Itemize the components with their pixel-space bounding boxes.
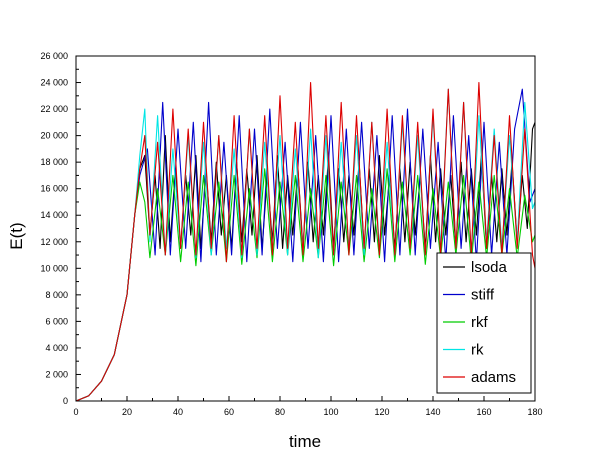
y-tick-label: 20 000 [40,131,68,141]
y-tick-label: 26 000 [40,51,68,61]
y-tick-label: 18 000 [40,157,68,167]
x-tick-label: 40 [173,407,183,417]
legend-label-rkf: rkf [471,314,488,331]
x-tick-label: 140 [425,407,440,417]
y-tick-label: 12 000 [40,237,68,247]
x-tick-label: 120 [374,407,389,417]
x-tick-label: 80 [275,407,285,417]
y-tick-label: 24 000 [40,78,68,88]
y-tick-label: 6 000 [45,316,68,326]
y-tick-label: 22 000 [40,104,68,114]
y-tick-label: 16 000 [40,184,68,194]
legend-label-adams: adams [471,369,516,386]
y-axis: 0 2 000 4 000 6 000 8 000 10 000 12 000 14 000 1… [40,51,81,406]
legend-label-lsoda: lsoda [471,259,508,276]
x-tick-label: 160 [476,407,491,417]
legend: lsoda stiff rkf rk adams [436,252,532,394]
x-axis: 0 20 40 60 80 100 120 140 160 180 [73,396,543,417]
x-tick-label: 20 [122,407,132,417]
y-tick-label: 10 000 [40,263,68,273]
y-tick-label: 8 000 [45,290,68,300]
legend-box [436,252,532,394]
x-tick-label: 100 [323,407,338,417]
x-tick-label: 180 [527,407,542,417]
series-layer [75,81,536,402]
series-line-adams [75,81,536,402]
x-axis-title: time [289,432,321,451]
x-tick-label: 0 [73,407,78,417]
y-tick-label: 0 [63,396,68,406]
y-axis-title: E(t) [7,222,26,249]
legend-label-stiff: stiff [471,287,495,304]
y-tick-label: 14 000 [40,210,68,220]
y-tick-label: 2 000 [45,369,68,379]
x-tick-label: 60 [224,407,234,417]
legend-label-rk: rk [471,342,484,359]
y-tick-label: 4 000 [45,343,68,353]
